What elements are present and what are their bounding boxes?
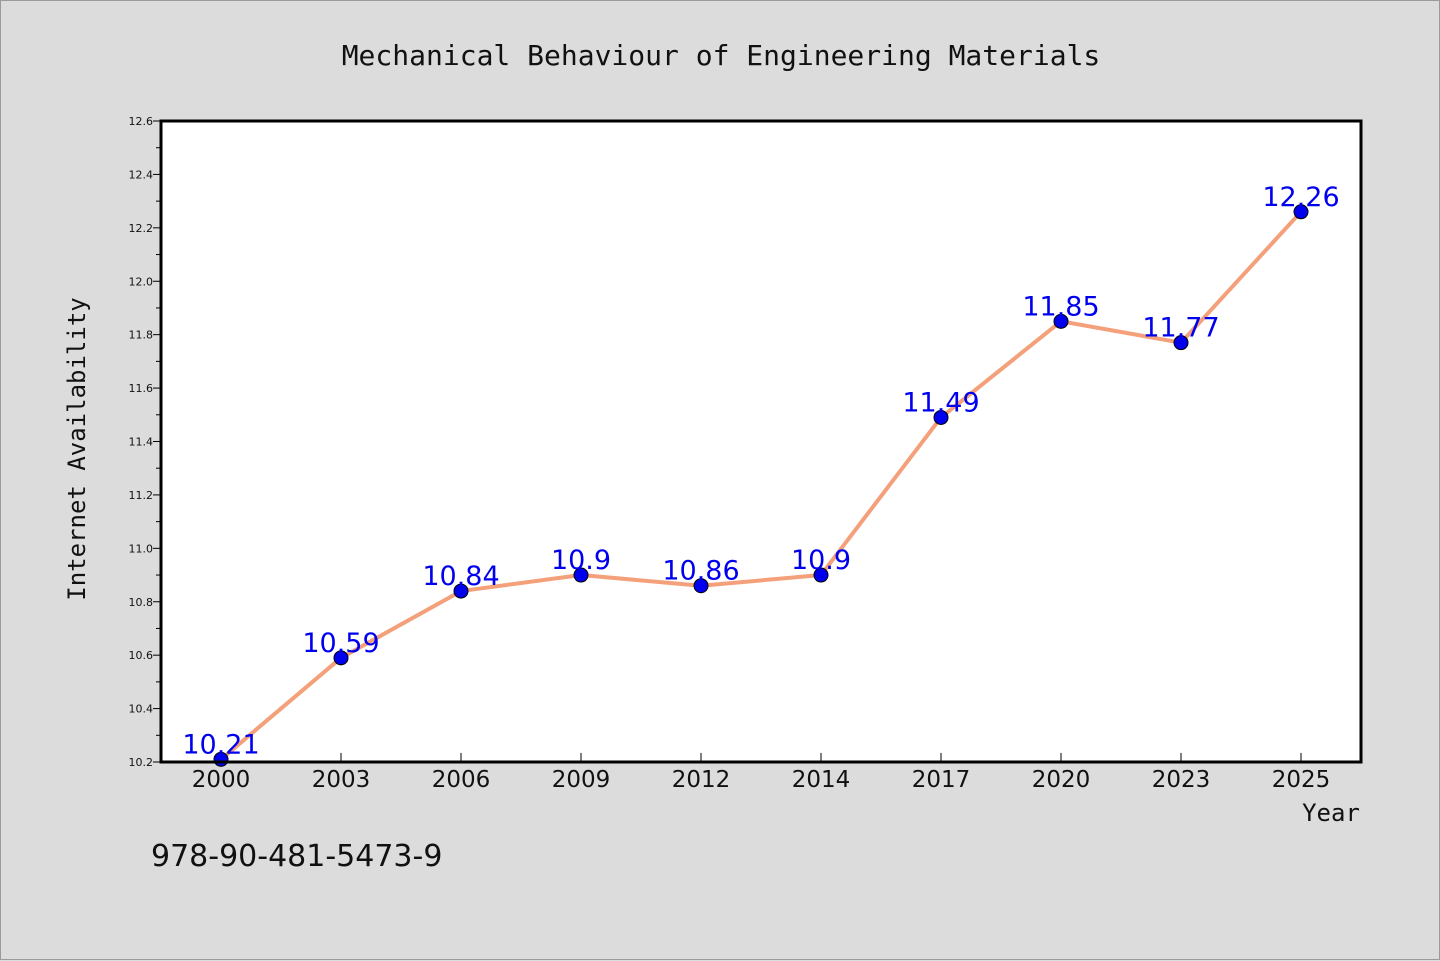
x-tick-label: 2025 bbox=[1272, 767, 1331, 793]
x-tick-label: 2017 bbox=[912, 767, 971, 793]
y-tick-label: 11.2 bbox=[129, 489, 154, 502]
data-point bbox=[1053, 313, 1069, 329]
data-point bbox=[933, 409, 949, 425]
plot-frame bbox=[159, 119, 1363, 764]
isbn-caption: 978-90-481-5473-9 bbox=[151, 839, 442, 874]
data-point bbox=[1173, 335, 1189, 351]
data-label: 10.59 bbox=[302, 628, 379, 659]
x-axis: 2000 2003 2006 2009 2012 2014 2017 2020 2023 2025 bbox=[192, 753, 1331, 793]
x-tick-label: 2006 bbox=[432, 767, 491, 793]
y-tick-label: 11.6 bbox=[129, 382, 154, 395]
y-axis: 10.2 10.4 10.6 10.8 11.0 11.2 11.4 11.6 11.8 12.0… bbox=[129, 115, 161, 769]
data-point bbox=[333, 650, 349, 666]
plot-area bbox=[161, 121, 1361, 762]
x-tick-label: 2023 bbox=[1152, 767, 1211, 793]
data-labels: 10.21 10.59 10.84 10.9 10.86 10.9 11.49 11.85 11… bbox=[182, 182, 1339, 761]
x-tick-label: 2000 bbox=[192, 767, 251, 793]
data-label: 11.49 bbox=[902, 387, 979, 418]
data-label: 10.84 bbox=[422, 561, 499, 592]
x-axis-title: Year bbox=[1302, 799, 1360, 827]
y-tick-label: 10.8 bbox=[129, 596, 154, 609]
x-tick-label: 2020 bbox=[1032, 767, 1091, 793]
y-tick-label: 12.0 bbox=[129, 275, 154, 288]
x-tick-label: 2012 bbox=[672, 767, 731, 793]
x-tick-label: 2014 bbox=[792, 767, 851, 793]
data-point bbox=[573, 567, 589, 583]
y-tick-label: 12.6 bbox=[129, 115, 154, 128]
data-point bbox=[693, 578, 709, 594]
data-label: 10.9 bbox=[791, 545, 851, 576]
data-label: 11.85 bbox=[1022, 291, 1099, 322]
series-line bbox=[219, 209, 1303, 762]
y-tick-label: 10.6 bbox=[129, 649, 154, 662]
y-tick-label: 11.0 bbox=[129, 542, 154, 555]
y-axis-title: Internet Availability bbox=[63, 297, 91, 600]
data-label: 11.77 bbox=[1142, 313, 1219, 344]
y-tick-label: 11.4 bbox=[129, 436, 154, 449]
chart-title: Mechanical Behaviour of Engineering Mate… bbox=[342, 39, 1101, 72]
x-tick-label: 2003 bbox=[312, 767, 371, 793]
y-tick-label: 10.2 bbox=[129, 756, 154, 769]
data-point bbox=[1293, 204, 1309, 220]
data-label: 10.86 bbox=[662, 556, 739, 587]
y-tick-label: 12.4 bbox=[129, 168, 154, 181]
series-layer bbox=[213, 204, 1309, 767]
y-tick-label: 10.4 bbox=[129, 703, 154, 716]
y-tick-label: 11.8 bbox=[129, 329, 154, 342]
data-label: 12.26 bbox=[1262, 182, 1339, 213]
data-label: 10.9 bbox=[551, 545, 611, 576]
data-point bbox=[453, 583, 469, 599]
data-point bbox=[813, 567, 829, 583]
x-tick-label: 2009 bbox=[552, 767, 611, 793]
y-tick-label: 12.2 bbox=[129, 222, 154, 235]
data-label: 10.21 bbox=[182, 729, 259, 760]
